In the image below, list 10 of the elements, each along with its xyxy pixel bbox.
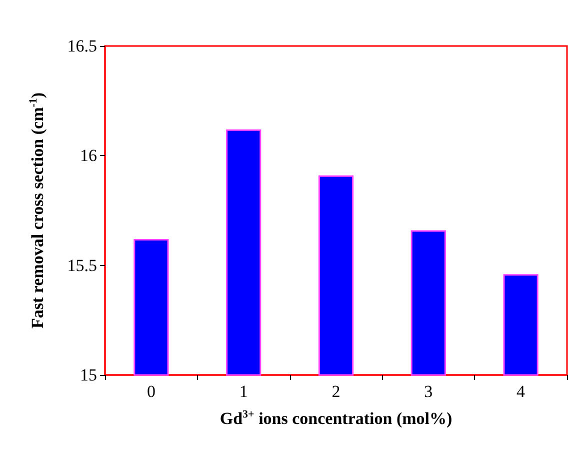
y-tick-label: 15.5	[67, 256, 97, 275]
y-tick-label: 16.5	[67, 36, 97, 56]
y-tick-label: 15	[80, 366, 97, 384]
x-tick-label: 1	[239, 382, 248, 401]
x-tick-label: 0	[146, 382, 156, 401]
y-axis-title: Fast removal cross section (cm-1)	[28, 92, 47, 329]
y-tick-label: 16	[80, 146, 97, 166]
x-tick-label: 4	[516, 382, 526, 401]
x-tick-label: 3	[424, 382, 433, 401]
x-tick-label: 2	[332, 382, 340, 401]
